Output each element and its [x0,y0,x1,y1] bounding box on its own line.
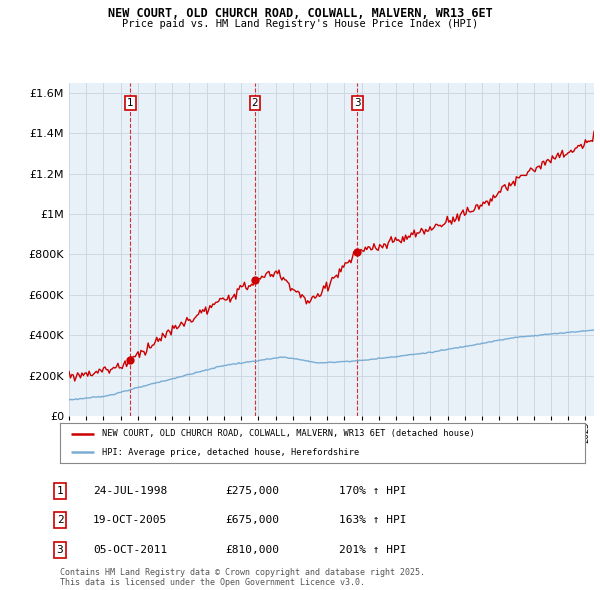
Text: Contains HM Land Registry data © Crown copyright and database right 2025.
This d: Contains HM Land Registry data © Crown c… [60,568,425,587]
Text: £675,000: £675,000 [225,516,279,525]
Text: NEW COURT, OLD CHURCH ROAD, COLWALL, MALVERN, WR13 6ET (detached house): NEW COURT, OLD CHURCH ROAD, COLWALL, MAL… [102,430,475,438]
Text: 19-OCT-2005: 19-OCT-2005 [93,516,167,525]
Text: 201% ↑ HPI: 201% ↑ HPI [339,545,407,555]
Text: Price paid vs. HM Land Registry's House Price Index (HPI): Price paid vs. HM Land Registry's House … [122,19,478,29]
Text: £275,000: £275,000 [225,486,279,496]
Text: 05-OCT-2011: 05-OCT-2011 [93,545,167,555]
Text: 3: 3 [354,97,361,107]
Text: 163% ↑ HPI: 163% ↑ HPI [339,516,407,525]
Text: NEW COURT, OLD CHURCH ROAD, COLWALL, MALVERN, WR13 6ET: NEW COURT, OLD CHURCH ROAD, COLWALL, MAL… [107,7,493,20]
Text: 1: 1 [56,486,64,496]
Text: 24-JUL-1998: 24-JUL-1998 [93,486,167,496]
Text: 1: 1 [127,97,133,107]
Text: HPI: Average price, detached house, Herefordshire: HPI: Average price, detached house, Here… [102,448,359,457]
Text: 2: 2 [251,97,258,107]
Text: £810,000: £810,000 [225,545,279,555]
Text: 2: 2 [56,516,64,525]
Text: 3: 3 [56,545,64,555]
Text: 170% ↑ HPI: 170% ↑ HPI [339,486,407,496]
